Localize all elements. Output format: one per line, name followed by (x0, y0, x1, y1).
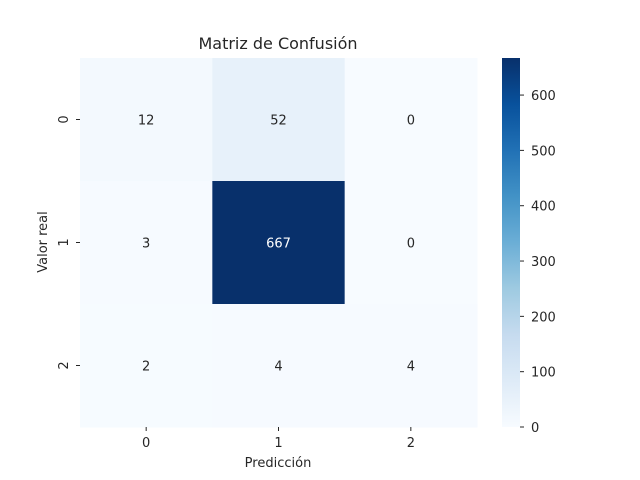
cell-value-label: 667 (266, 237, 291, 252)
y-axis-label: Valor real (36, 211, 51, 273)
colorbar-gradient (502, 58, 520, 427)
heatmap-cell (212, 58, 346, 182)
y-tick-label: 2 (57, 361, 72, 369)
cell-value-label: 52 (270, 114, 287, 129)
y-tick-label: 1 (57, 238, 72, 246)
cell-value-label: 12 (138, 114, 155, 129)
cell-value-label: 0 (407, 237, 415, 252)
colorbar: 0 100 200 300 400 500 600 (502, 58, 556, 436)
cell-value-label: 2 (142, 360, 150, 375)
colorbar-tick-label: 0 (531, 421, 539, 436)
heatmap-cell (344, 304, 478, 428)
x-tick-label: 1 (274, 436, 282, 451)
heatmap-cells: 12 52 0 3 667 0 2 4 4 (80, 58, 478, 428)
chart-title: Matriz de Confusión (198, 34, 357, 53)
colorbar-tick-label: 100 (531, 366, 556, 381)
y-axis-ticks: 0 1 2 (57, 115, 80, 370)
cell-value-label: 0 (407, 114, 415, 129)
colorbar-tick-label: 500 (531, 144, 556, 159)
colorbar-tick-label: 300 (531, 255, 556, 270)
heatmap-cell (80, 181, 213, 305)
cell-value-label: 4 (274, 360, 282, 375)
colorbar-tick-label: 600 (531, 89, 556, 104)
colorbar-tick-label: 200 (531, 310, 556, 325)
colorbar-ticks: 0 100 200 300 400 500 600 (520, 89, 556, 436)
heatmap-cell (344, 181, 478, 305)
heatmap-cell (212, 304, 346, 428)
heatmap-cell (80, 58, 213, 182)
x-tick-label: 2 (407, 436, 415, 451)
x-axis-ticks: 0 1 2 (142, 427, 415, 451)
x-axis-label: Predicción (245, 456, 312, 471)
x-tick-label: 0 (142, 436, 150, 451)
cell-value-label: 3 (142, 237, 150, 252)
y-tick-label: 0 (57, 115, 72, 123)
colorbar-tick-label: 400 (531, 200, 556, 215)
cell-value-label: 4 (407, 360, 415, 375)
heatmap-cell (344, 58, 478, 182)
heatmap-cell (212, 181, 346, 305)
heatmap-cell (80, 304, 213, 428)
